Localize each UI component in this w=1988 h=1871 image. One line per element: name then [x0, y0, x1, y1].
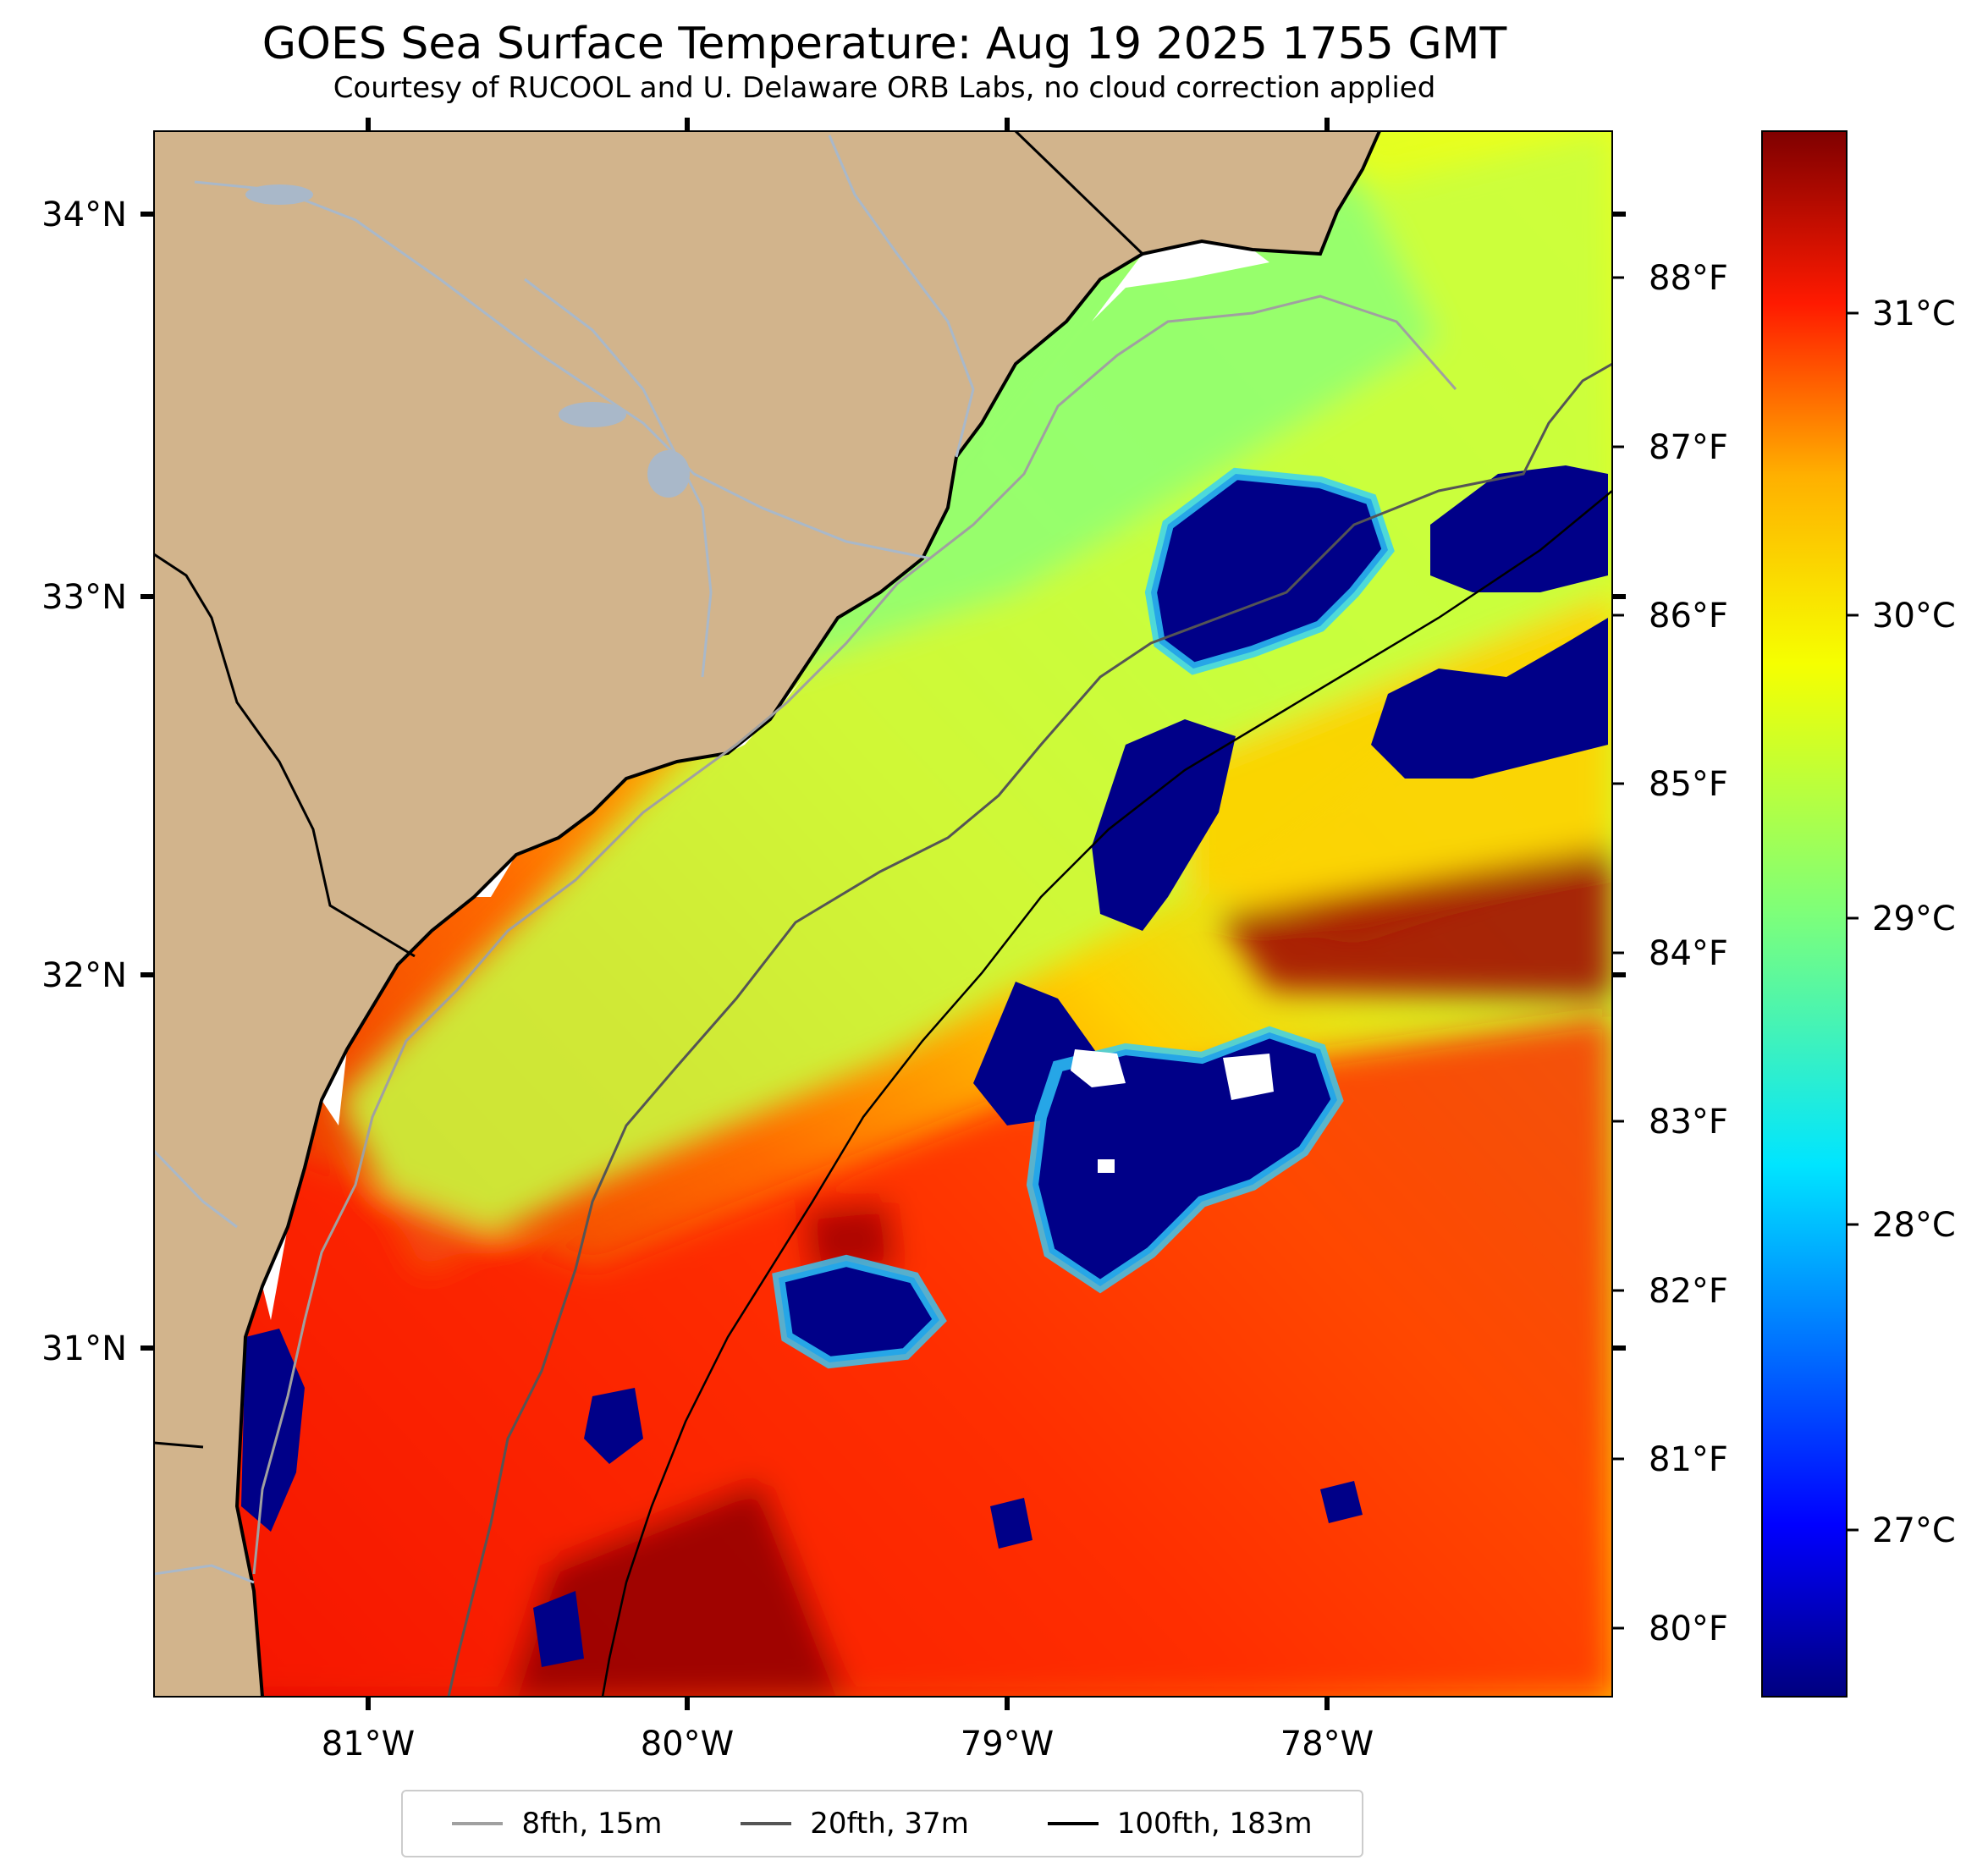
c-label-28: 28°C	[1872, 1206, 1956, 1245]
map-title: GOES Sea Surface Temperature: Aug 19 202…	[262, 19, 1507, 69]
f-label-88: 88°F	[1649, 259, 1728, 298]
f-label-83: 83°F	[1649, 1103, 1728, 1142]
c-label-29: 29°C	[1872, 900, 1956, 938]
f-label-82: 82°F	[1649, 1272, 1728, 1311]
coastline	[234, 131, 1381, 1697]
legend-label-20fth: 20fth, 37m	[810, 1807, 969, 1841]
lon-label-80: 80°W	[641, 1725, 734, 1764]
lon-label-79: 79°W	[961, 1725, 1054, 1764]
legend-item-8fth: 8fth, 15m	[452, 1807, 662, 1841]
legend-swatch-100fth	[1047, 1822, 1099, 1825]
colorbar: 31°C 30°C 29°C 28°C 27°C	[1761, 130, 1956, 1698]
fahrenheit-axis: 88°F 87°F 86°F 85°F 84°F 83°F 82°F 81°F …	[1612, 259, 1728, 1648]
isobath-20fth	[447, 362, 1612, 1697]
lat-label-33: 33°N	[41, 578, 127, 617]
isobath-legend: 8fth, 15m 20fth, 37m 100fth, 183m	[401, 1790, 1363, 1857]
isobath-100fth	[601, 490, 1612, 1697]
legend-swatch-8fth	[452, 1822, 504, 1825]
f-label-86: 86°F	[1649, 597, 1728, 636]
rivers	[154, 135, 975, 1584]
map-subtitle: Courtesy of RUCOOL and U. Delaware ORB L…	[333, 71, 1436, 105]
land-mass	[154, 131, 1379, 1697]
axis-ticks	[140, 118, 1626, 1710]
legend-label-100fth: 100fth, 183m	[1116, 1807, 1313, 1841]
cyan-fringes	[772, 467, 1395, 1369]
lat-label-32: 32°N	[41, 956, 127, 995]
legend-item-20fth: 20fth, 37m	[741, 1807, 969, 1841]
colorbar-gradient	[1761, 130, 1848, 1698]
legend-swatch-20fth	[741, 1822, 792, 1825]
f-label-85: 85°F	[1649, 765, 1728, 804]
f-label-84: 84°F	[1649, 934, 1728, 973]
f-label-81: 81°F	[1649, 1440, 1728, 1479]
map-frame	[153, 130, 1613, 1698]
lon-label-81: 81°W	[322, 1725, 415, 1764]
sst-field	[154, 131, 1612, 1697]
lat-label-34: 34°N	[41, 195, 127, 234]
lat-label-31: 31°N	[41, 1329, 127, 1368]
f-label-87: 87°F	[1649, 428, 1728, 467]
no-data-spots	[1071, 1049, 1274, 1173]
c-label-30: 30°C	[1872, 597, 1956, 636]
legend-item-100fth: 100fth, 183m	[1047, 1807, 1313, 1841]
f-label-80: 80°F	[1649, 1610, 1728, 1648]
isobath-8fth	[252, 294, 1457, 1575]
c-label-31: 31°C	[1872, 294, 1956, 333]
state-borders	[154, 131, 1144, 1449]
c-label-27: 27°C	[1872, 1511, 1956, 1550]
lon-label-78: 78°W	[1280, 1725, 1374, 1764]
legend-label-8fth: 8fth, 15m	[521, 1807, 663, 1841]
